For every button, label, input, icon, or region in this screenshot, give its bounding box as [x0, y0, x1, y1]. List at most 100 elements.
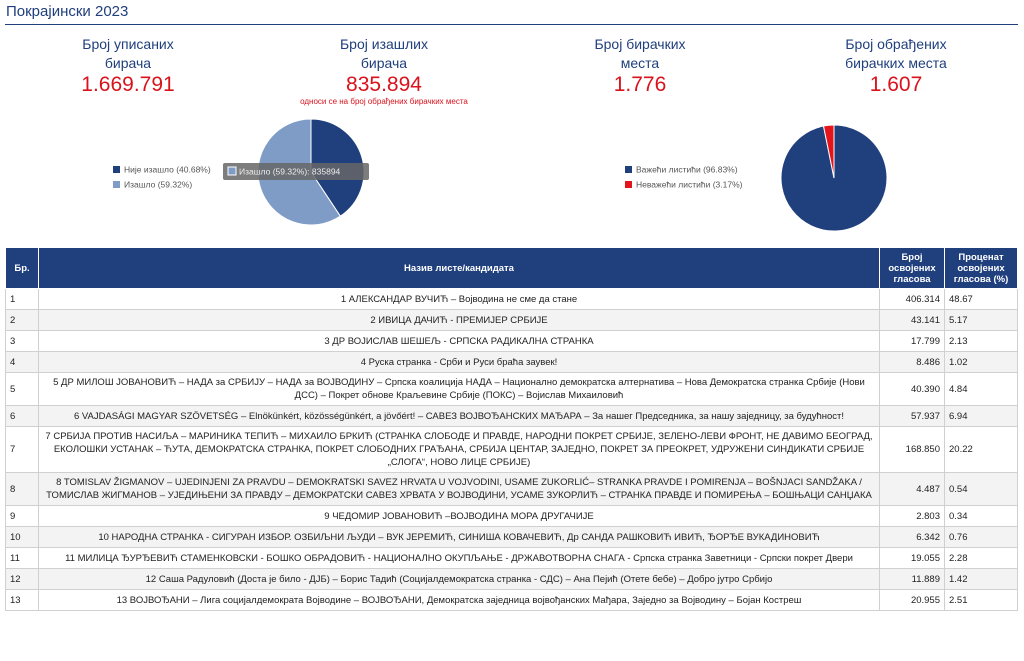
table-cell: 1: [5, 288, 39, 310]
table-cell: 8: [5, 472, 39, 506]
stat: Број уписаних бирача 1.669.791: [0, 35, 256, 97]
column-header: Бр.: [5, 247, 39, 289]
legend-swatch: [625, 181, 632, 188]
table-cell: 8 TOMISLAV ŽIGMANOV – UJEDINJENI ZA PRAV…: [38, 472, 880, 506]
table-cell: 2 ИВИЦА ДАЧИЋ - ПРЕМИЈЕР СРБИЈЕ: [38, 309, 880, 331]
table-cell: 20.955: [879, 589, 945, 611]
legend-label: Важећи листићи (96.83%): [636, 164, 738, 174]
stat-value: 1.776: [613, 73, 667, 96]
table-cell: 3 ДР ВОЈИСЛАВ ШЕШЕЉ - СРПСКА РАДИКАЛНА С…: [38, 330, 880, 352]
stat: Број бирачких места 1.776: [512, 35, 768, 97]
table-cell: 7: [5, 426, 39, 473]
tooltip-text: Изашло (59.32%): 835894: [239, 166, 341, 176]
table-cell: 2.13: [944, 330, 1018, 352]
stat-label: Број бирачких места: [594, 36, 686, 71]
page-title: Покрајински 2023: [6, 3, 129, 20]
table-cell: 6.94: [944, 405, 1018, 427]
table-cell: 11.889: [879, 568, 945, 590]
legend-swatch: [113, 166, 120, 173]
table-cell: 11 МИЛИЦА ЂУРЂЕВИЋ СТАМЕНКОВСКИ - БОШКО …: [38, 547, 880, 569]
table-cell: 6.342: [879, 526, 945, 548]
stat-value: 1.607: [869, 73, 923, 96]
table-cell: 48.67: [944, 288, 1018, 310]
stat-value: 1.669.791: [81, 73, 175, 96]
table-cell: 3: [5, 330, 39, 352]
results-table: Бр. Назив листе/кандидата Број освојених г…: [5, 247, 1018, 611]
table-cell: 20.22: [944, 426, 1018, 473]
table-row: 10 10 НАРОДНА СТРАНКА - СИГУРАН ИЗБОР. ОЗ…: [5, 526, 1018, 548]
table-cell: 4.487: [879, 472, 945, 506]
table-cell: 7 СРБИЈА ПРОТИВ НАСИЉА – МАРИНИКА ТЕПИЋ …: [38, 426, 880, 473]
stat: Број обрађених бирачких места 1.607: [768, 35, 1024, 97]
table-cell: 1.42: [944, 568, 1018, 590]
table-cell: 4.84: [944, 372, 1018, 406]
table-cell: 168.850: [879, 426, 945, 473]
stat-label: Број обрађених бирачких места: [845, 36, 947, 71]
table-cell: 5: [5, 372, 39, 406]
table-cell: 12: [5, 568, 39, 590]
legend-label: Није изашло (40.68%): [124, 164, 211, 174]
stat: Број изашлих бирача 835.894 односи се на б…: [256, 35, 512, 107]
table-cell: 2.51: [944, 589, 1018, 611]
table-cell: 0.34: [944, 505, 1018, 527]
table-row: 12 12 Саша Радуловић (Доста је било - ДЈБ…: [5, 568, 1018, 590]
table-cell: 57.937: [879, 405, 945, 427]
table-cell: 13: [5, 589, 39, 611]
table-cell: 0.76: [944, 526, 1018, 548]
table-cell: 4 Руска странка - Срби и Руси браћа заув…: [38, 351, 880, 373]
table-cell: 43.141: [879, 309, 945, 331]
table-cell: 8.486: [879, 351, 945, 373]
table-cell: 2.803: [879, 505, 945, 527]
table-header: Бр. Назив листе/кандидата Број освојених г…: [5, 247, 1018, 289]
table-cell: 2.28: [944, 547, 1018, 569]
pie-charts: Није изашло (40.68%) Изашло (59.32%) Изашл…: [113, 118, 888, 232]
stat-label: Број изашлих бирача: [339, 36, 428, 71]
legend-label: Изашло (59.32%): [124, 179, 192, 189]
title-rule: [5, 24, 1018, 25]
pie-slice: [822, 124, 835, 179]
table-cell: 12 Саша Радуловић (Доста је било - ДЈБ) …: [38, 568, 880, 590]
legend-swatch: [625, 166, 632, 173]
column-header: Проценат освојених гласова (%): [944, 247, 1018, 289]
table-cell: 5 ДР МИЛОШ ЈОВАНОВИЋ – НАДА за СРБИЈУ – …: [38, 372, 880, 406]
stat-label: Број уписаних бирача: [82, 36, 174, 71]
column-header: Назив листе/кандидата: [38, 247, 880, 289]
table-cell: 17.799: [879, 330, 945, 352]
tooltip-box: [223, 163, 369, 180]
table-cell: 6 VAJDASÁGI MAGYAR SZÖVETSÉG – Elnökünké…: [38, 405, 880, 427]
table-cell: 19.055: [879, 547, 945, 569]
table-cell: 0.54: [944, 472, 1018, 506]
table-cell: 9 ЧЕДОМИР ЈОВАНОВИЋ –ВОЈВОДИНА МОРА ДРУГ…: [38, 505, 880, 527]
table-row: 13 13 ВОЈВОЂАНИ – Лига социјалдемократа В…: [5, 589, 1018, 611]
table-cell: 1 АЛЕКСАНДАР ВУЧИЋ – Војводина не сме да…: [38, 288, 880, 310]
table-cell: 2: [5, 309, 39, 331]
table-cell: 406.314: [879, 288, 945, 310]
tooltip-swatch: [227, 166, 237, 176]
table-cell: 13 ВОЈВОЂАНИ – Лига социјалдемократа Вој…: [38, 589, 880, 611]
legend-label: Неважећи листићи (3.17%): [636, 179, 743, 189]
legend-swatch: [113, 181, 120, 188]
table-cell: 4: [5, 351, 39, 373]
table-cell: 10 НАРОДНА СТРАНКА - СИГУРАН ИЗБОР. ОЗБИ…: [38, 526, 880, 548]
stat-note: односи се на број обрађених бирачких мес…: [300, 97, 468, 106]
table-cell: 40.390: [879, 372, 945, 406]
table-cell: 9: [5, 505, 39, 527]
table-cell: 10: [5, 526, 39, 548]
table-cell: 6: [5, 405, 39, 427]
column-header: Број освојених гласова: [879, 247, 945, 289]
stat-value: 835.894: [346, 73, 422, 96]
table-cell: 1.02: [944, 351, 1018, 373]
table-row: 11 11 МИЛИЦА ЂУРЂЕВИЋ СТАМЕНКОВСКИ - БОШК…: [5, 547, 1018, 569]
table-cell: 11: [5, 547, 39, 569]
